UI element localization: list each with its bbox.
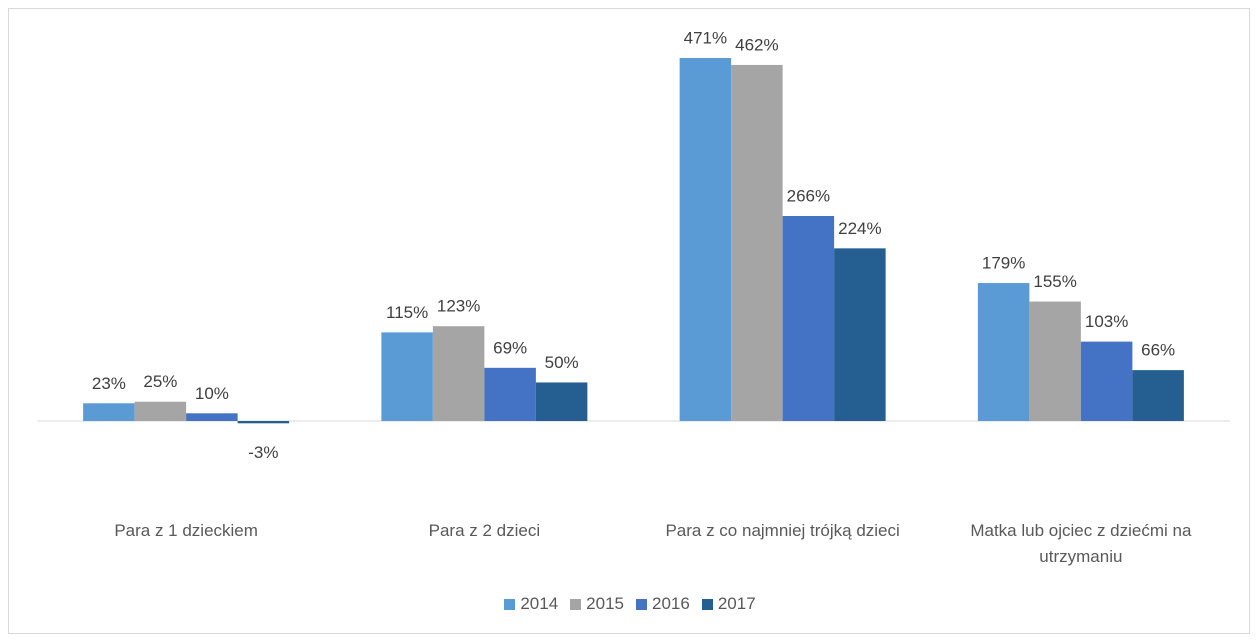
bar bbox=[977, 283, 1030, 421]
data-label: 115% bbox=[386, 303, 428, 322]
bar bbox=[1132, 370, 1184, 421]
data-label: 103% bbox=[1085, 312, 1128, 331]
legend: 2014 2015 2016 2017 bbox=[0, 594, 1260, 614]
data-label: 462% bbox=[735, 35, 778, 54]
data-label: 23% bbox=[92, 374, 126, 393]
legend-swatch bbox=[701, 598, 713, 610]
bar bbox=[134, 401, 187, 421]
data-label: 266% bbox=[787, 186, 830, 205]
bar bbox=[381, 332, 433, 421]
x-tick-label: Para z 2 dzieci bbox=[428, 521, 541, 540]
x-tick-label: Para z co najmniej trójką dzieci bbox=[665, 521, 900, 540]
legend-item: 2016 bbox=[636, 594, 690, 614]
bar bbox=[83, 403, 135, 421]
data-label: 10% bbox=[195, 384, 229, 403]
bar bbox=[679, 58, 732, 421]
chart-frame bbox=[8, 8, 1250, 634]
bar bbox=[432, 326, 485, 421]
legend-swatch bbox=[504, 598, 516, 610]
legend-swatch bbox=[636, 598, 647, 610]
data-label: 50% bbox=[545, 353, 579, 372]
legend-label: 2016 bbox=[652, 594, 690, 613]
bar bbox=[186, 413, 238, 421]
bar bbox=[731, 64, 783, 421]
data-label: 224% bbox=[838, 219, 881, 238]
bar bbox=[1029, 301, 1081, 421]
data-label: 471% bbox=[684, 28, 727, 47]
legend-item: 2015 bbox=[570, 594, 624, 614]
data-label: 66% bbox=[1141, 341, 1175, 360]
x-tick-label: Para z 1 dzieckiem bbox=[114, 521, 258, 540]
bar bbox=[237, 421, 290, 424]
data-label: 155% bbox=[1033, 272, 1076, 291]
bar bbox=[484, 367, 536, 421]
data-label: 179% bbox=[982, 254, 1025, 273]
bar bbox=[834, 248, 886, 421]
data-label: -3% bbox=[248, 443, 278, 462]
legend-swatch bbox=[570, 598, 582, 610]
x-tick-label: Matka lub ojciec z dziećmi na utrzymaniu bbox=[970, 521, 1192, 566]
bar bbox=[1080, 341, 1133, 421]
bar bbox=[535, 382, 588, 421]
legend-label: 2015 bbox=[586, 594, 624, 613]
legend-label: 2017 bbox=[717, 594, 756, 613]
bar bbox=[782, 215, 835, 421]
data-label: 25% bbox=[143, 372, 177, 391]
legend-label: 2014 bbox=[520, 594, 559, 613]
data-label: 123% bbox=[437, 297, 480, 316]
data-label: 69% bbox=[493, 338, 527, 357]
legend-item: 2017 bbox=[701, 594, 756, 614]
legend-item: 2014 bbox=[504, 594, 558, 614]
